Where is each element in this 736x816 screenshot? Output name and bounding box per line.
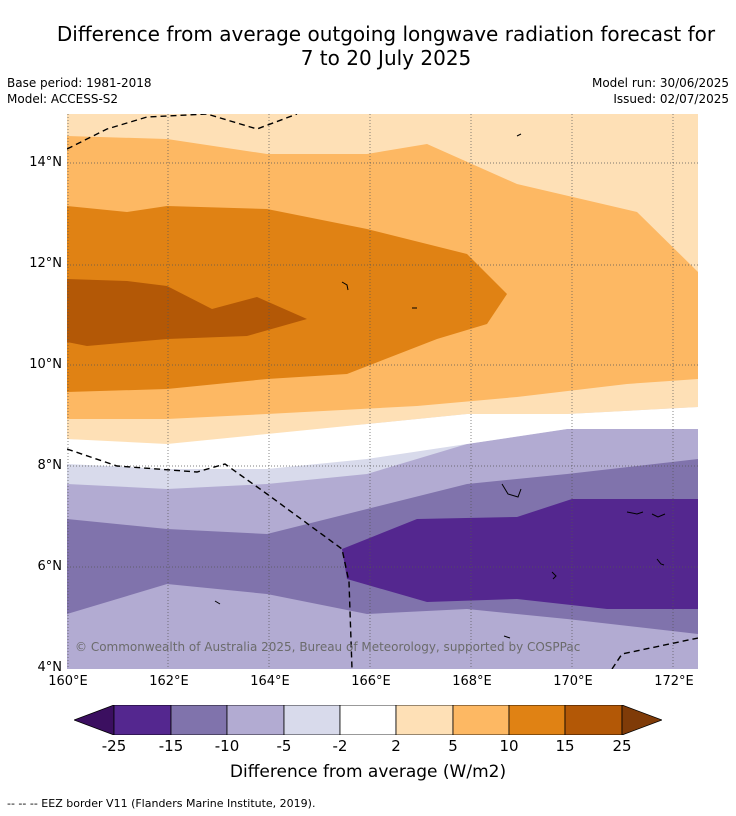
colorbar-swatch-6 <box>395 704 454 736</box>
issued-date: Issued: 02/07/2025 <box>613 92 729 106</box>
title-line-2: 7 to 20 July 2025 <box>300 46 472 70</box>
colorbar-swatch-4 <box>283 704 341 736</box>
lat-tick-8n: 8°N <box>37 458 63 473</box>
colorbar-swatch-2 <box>170 704 228 736</box>
eez-legend-note: -- -- -- EEZ border V11 (Flanders Marine… <box>7 797 316 810</box>
band-neutral <box>67 407 698 469</box>
copyright-notice: © Commonwealth of Australia 2025, Bureau… <box>75 640 581 654</box>
colorbar-swatch-3 <box>226 704 285 736</box>
colorbar-swatch-0 <box>72 704 115 736</box>
lat-tick-4n: 4°N <box>37 660 63 675</box>
lon-tick-160e: 160°E <box>48 674 88 689</box>
graticule <box>67 114 698 669</box>
lat-tick-6n: 6°N <box>37 559 63 574</box>
colorbar-swatch-8 <box>508 704 566 736</box>
colorbar-label: -15 <box>158 737 184 755</box>
lon-tick-166e: 166°E <box>351 674 391 689</box>
colorbar-label: 5 <box>448 737 458 755</box>
lat-tick-14n: 14°N <box>29 155 62 170</box>
map-title: Difference from average outgoing longwav… <box>0 22 736 70</box>
lon-tick-164e: 164°E <box>250 674 290 689</box>
band-pos-10-to-15 <box>67 206 507 392</box>
colorbar-swatch-1 <box>113 704 172 736</box>
model-run: Model run: 30/06/2025 <box>591 76 729 90</box>
meta-left: Base period: 1981-2018 Model: ACCESS-S2 <box>7 75 152 107</box>
meta-right: Model run: 30/06/2025 Issued: 02/07/2025 <box>592 75 729 107</box>
band-pos-15-to-25 <box>67 279 307 346</box>
colorbar-swatch-10 <box>621 704 664 736</box>
base-period: Base period: 1981-2018 <box>7 76 152 90</box>
colorbar-label: -10 <box>214 737 240 755</box>
lon-tick-170e: 170°E <box>553 674 593 689</box>
colorbar-label: -2 <box>332 737 348 755</box>
colorbar-label: 25 <box>612 737 632 755</box>
band-neg-15-to-neg-25 <box>342 499 698 609</box>
colorbar-label: -5 <box>276 737 292 755</box>
lon-tick-168e: 168°E <box>452 674 492 689</box>
colorbar-label: -25 <box>101 737 127 755</box>
islands <box>214 133 666 639</box>
colorbar-title: Difference from average (W/m2) <box>229 762 507 782</box>
colorbar-label: 15 <box>555 737 575 755</box>
colorbar-label: 10 <box>499 737 519 755</box>
colorbar-swatch-7 <box>452 704 510 736</box>
lon-tick-172e: 172°E <box>654 674 694 689</box>
colorbar-swatch-5 <box>339 704 397 736</box>
colorbar-label: 2 <box>391 737 401 755</box>
title-line-1: Difference from average outgoing longwav… <box>56 22 716 46</box>
lat-tick-10n: 10°N <box>29 357 62 372</box>
model-name: Model: ACCESS-S2 <box>7 92 119 106</box>
lon-tick-162e: 162°E <box>149 674 189 689</box>
colorbar <box>72 704 664 736</box>
colorbar-swatch-9 <box>564 704 623 736</box>
lat-tick-12n: 12°N <box>29 256 62 271</box>
olr-anomaly-map <box>67 114 698 669</box>
eez-border <box>67 114 698 669</box>
